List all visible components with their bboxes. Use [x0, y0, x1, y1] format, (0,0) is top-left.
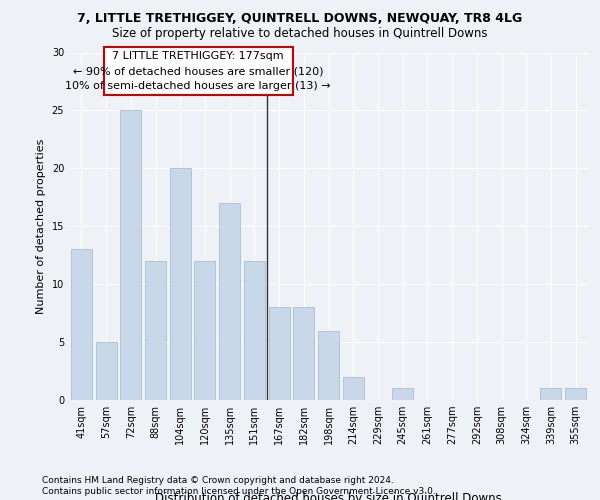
Bar: [145, 261, 166, 400]
Text: 7, LITTLE TRETHIGGEY, QUINTRELL DOWNS, NEWQUAY, TR8 4LG: 7, LITTLE TRETHIGGEY, QUINTRELL DOWNS, N…: [77, 12, 523, 26]
Bar: [95, 342, 116, 400]
Bar: [244, 261, 265, 400]
Text: Contains public sector information licensed under the Open Government Licence v3: Contains public sector information licen…: [42, 487, 436, 496]
Bar: [120, 110, 141, 400]
Bar: [565, 388, 586, 400]
X-axis label: Distribution of detached houses by size in Quintrell Downs: Distribution of detached houses by size …: [155, 492, 502, 500]
Bar: [194, 261, 215, 400]
Bar: [541, 388, 562, 400]
Y-axis label: Number of detached properties: Number of detached properties: [36, 138, 46, 314]
FancyBboxPatch shape: [104, 46, 293, 96]
Bar: [170, 168, 191, 400]
Bar: [71, 250, 92, 400]
Bar: [293, 308, 314, 400]
Text: 7 LITTLE TRETHIGGEY: 177sqm
← 90% of detached houses are smaller (120)
10% of se: 7 LITTLE TRETHIGGEY: 177sqm ← 90% of det…: [65, 51, 331, 91]
Bar: [392, 388, 413, 400]
Bar: [318, 330, 339, 400]
Bar: [343, 377, 364, 400]
Text: Size of property relative to detached houses in Quintrell Downs: Size of property relative to detached ho…: [112, 28, 488, 40]
Bar: [269, 308, 290, 400]
Bar: [219, 203, 240, 400]
Text: Contains HM Land Registry data © Crown copyright and database right 2024.: Contains HM Land Registry data © Crown c…: [42, 476, 394, 485]
